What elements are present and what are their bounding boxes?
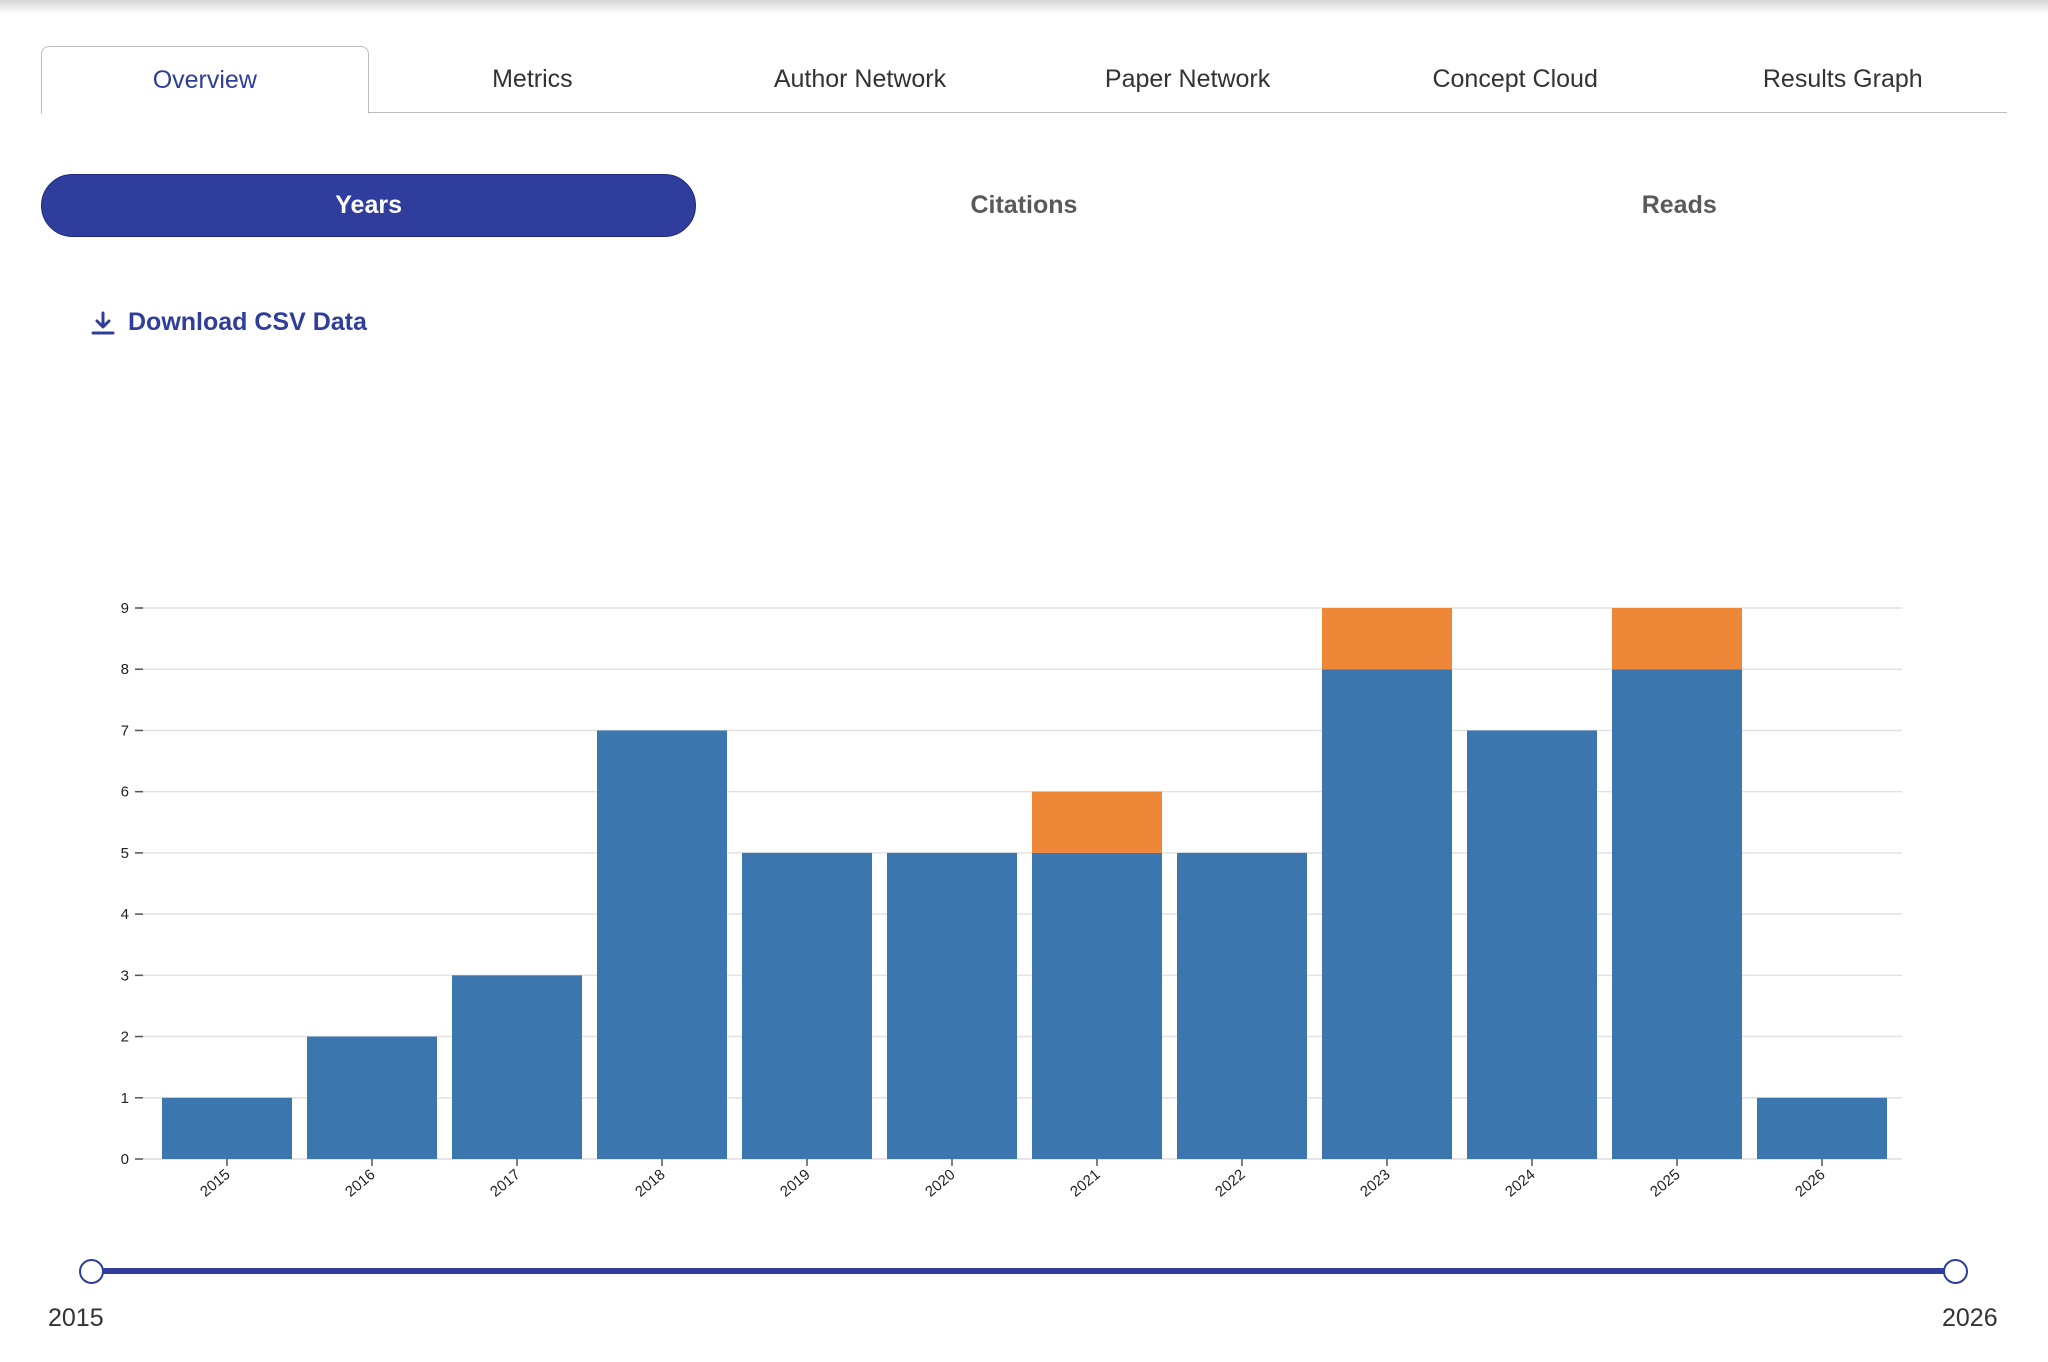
y-tick-label: 3 (121, 967, 129, 984)
x-tick-label: 2017 (487, 1166, 523, 1200)
bar-2018-series-1 (597, 730, 727, 1159)
y-tick-label: 2 (121, 1029, 129, 1046)
x-tick-label: 2026 (1792, 1166, 1828, 1200)
x-tick-label: 2015 (197, 1166, 233, 1200)
tab-results-graph[interactable]: Results Graph (1762, 65, 1923, 93)
year-range-track[interactable] (91, 1268, 1955, 1274)
bar-2025-series-2 (1612, 608, 1742, 670)
x-tick-label: 2018 (632, 1166, 668, 1200)
tab-concept-cloud[interactable]: Concept Cloud (1432, 65, 1598, 93)
bar-2023-series-2 (1322, 608, 1452, 670)
x-tick-label: 2022 (1212, 1166, 1248, 1200)
bar-2021-series-1 (1032, 852, 1162, 1159)
x-tick-label: 2016 (342, 1166, 378, 1200)
bar-2025-series-1 (1612, 669, 1742, 1159)
x-tick-label: 2025 (1647, 1166, 1683, 1200)
y-tick-label: 5 (121, 845, 129, 862)
segment-citations[interactable]: Citations (970, 191, 1078, 219)
tab-metrics[interactable]: Metrics (492, 65, 573, 93)
y-tick-label: 8 (121, 661, 129, 678)
y-tick-label: 7 (121, 722, 129, 739)
tab-author-network[interactable]: Author Network (773, 65, 947, 93)
x-tick-label: 2021 (1067, 1166, 1103, 1200)
bar-2017-series-1 (452, 975, 582, 1159)
y-tick-label: 0 (121, 1151, 129, 1168)
tab-paper-network[interactable]: Paper Network (1104, 65, 1271, 93)
tab-bar: Overview Metrics Author Network Paper Ne… (41, 46, 2007, 114)
year-range-max-label: 2026 (1942, 1304, 1998, 1332)
y-tick-label: 1 (121, 1090, 129, 1107)
metric-segmented-control: Years Citations Reads (41, 174, 2007, 237)
bar-2024-series-1 (1467, 730, 1597, 1159)
segment-years[interactable]: Years (41, 174, 697, 237)
segment-reads[interactable]: Reads (1641, 191, 1717, 219)
download-csv-label: Download CSV Data (128, 308, 367, 336)
x-tick-label: 2024 (1502, 1166, 1538, 1200)
bar-2020-series-1 (887, 852, 1017, 1159)
year-range-min-label: 2015 (48, 1304, 104, 1332)
bar-2026-series-1 (1757, 1097, 1887, 1159)
y-tick-label: 9 (121, 600, 129, 617)
bar-2015-series-1 (162, 1097, 292, 1159)
x-tick-label: 2019 (777, 1166, 813, 1200)
year-range-min-handle[interactable] (79, 1259, 104, 1284)
bar-2016-series-1 (307, 1036, 437, 1159)
year-range-max-handle[interactable] (1943, 1259, 1968, 1284)
bar-2022-series-1 (1177, 852, 1307, 1159)
download-csv-link[interactable]: Download CSV Data (90, 308, 367, 337)
top-shadow (0, 0, 2048, 14)
bar-2023-series-1 (1322, 669, 1452, 1159)
bar-2019-series-1 (742, 852, 872, 1159)
x-tick-label: 2020 (922, 1166, 958, 1200)
bar-2021-series-2 (1032, 791, 1162, 853)
y-tick-label: 4 (121, 906, 129, 923)
tab-overview[interactable]: Overview (41, 46, 369, 114)
x-tick-label: 2023 (1357, 1166, 1393, 1200)
y-tick-label: 6 (121, 784, 129, 801)
download-icon (90, 310, 116, 336)
